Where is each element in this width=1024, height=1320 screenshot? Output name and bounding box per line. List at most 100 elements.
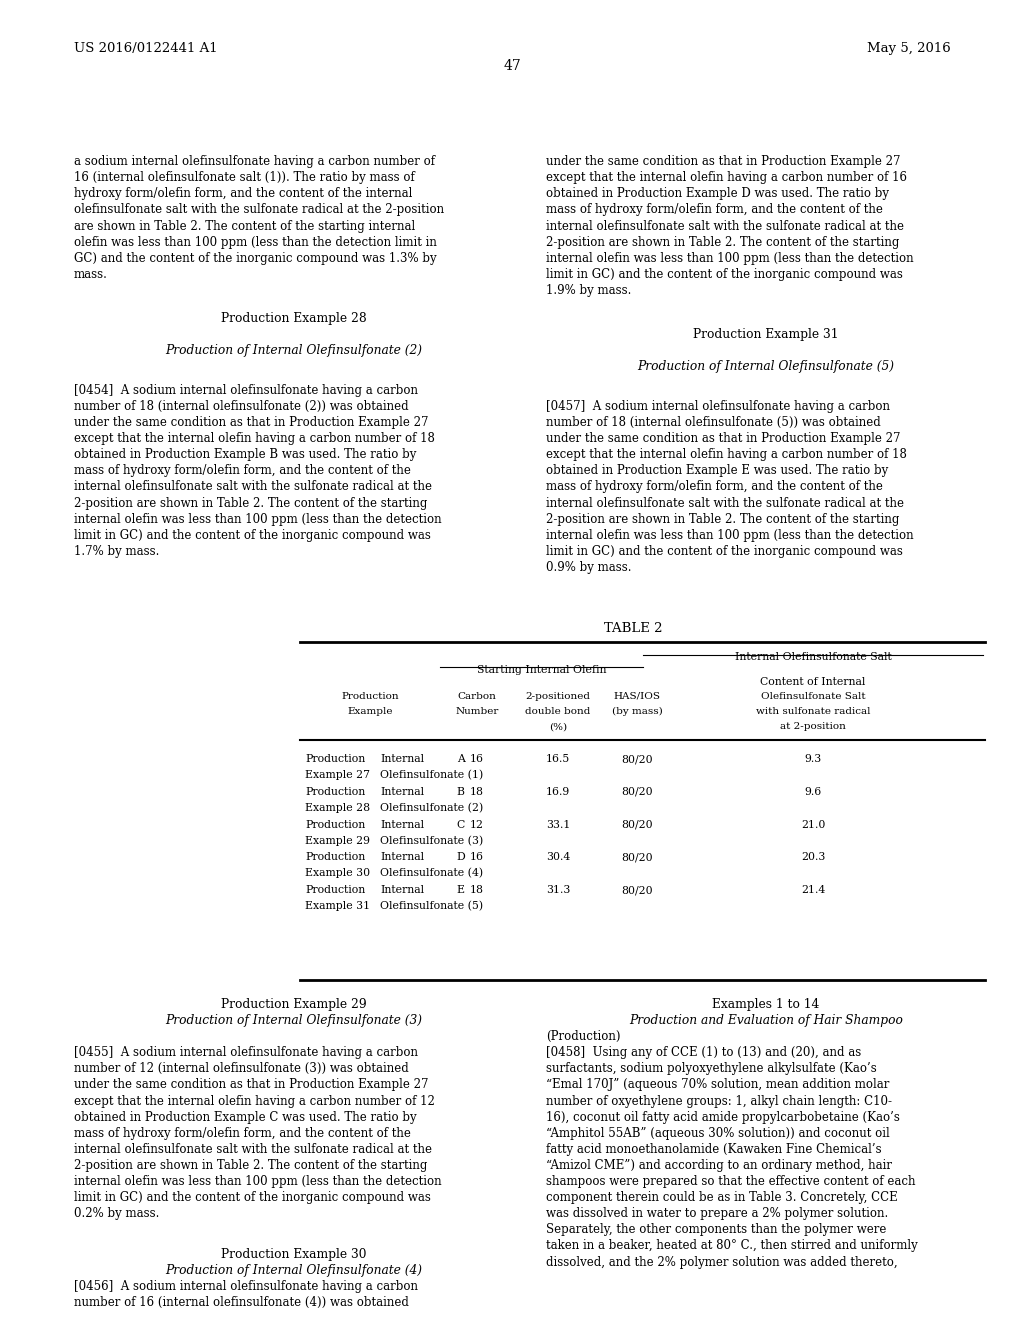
Text: taken in a beaker, heated at 80° C., then stirred and uniformly: taken in a beaker, heated at 80° C., the…: [546, 1239, 918, 1253]
Text: HAS/IOS: HAS/IOS: [613, 692, 660, 701]
Text: shampoos were prepared so that the effective content of each: shampoos were prepared so that the effec…: [546, 1175, 915, 1188]
Text: except that the internal olefin having a carbon number of 12: except that the internal olefin having a…: [74, 1094, 434, 1107]
Text: A: A: [457, 755, 465, 764]
Text: number of 18 (internal olefinsulfonate (5)) was obtained: number of 18 (internal olefinsulfonate (…: [546, 416, 881, 429]
Text: dissolved, and the 2% polymer solution was added thereto,: dissolved, and the 2% polymer solution w…: [546, 1255, 897, 1269]
Text: Production: Production: [305, 755, 366, 764]
Text: Production of Internal Olefinsulfonate (5): Production of Internal Olefinsulfonate (…: [638, 360, 894, 372]
Text: Production of Internal Olefinsulfonate (2): Production of Internal Olefinsulfonate (…: [166, 343, 422, 356]
Text: limit in GC) and the content of the inorganic compound was: limit in GC) and the content of the inor…: [546, 268, 903, 281]
Text: internal olefin was less than 100 ppm (less than the detection: internal olefin was less than 100 ppm (l…: [74, 512, 441, 525]
Text: number of 16 (internal olefinsulfonate (4)) was obtained: number of 16 (internal olefinsulfonate (…: [74, 1296, 409, 1309]
Text: Example 28: Example 28: [305, 803, 371, 813]
Text: Olefinsulfonate (5): Olefinsulfonate (5): [380, 900, 483, 911]
Text: Starting Internal Olefin: Starting Internal Olefin: [477, 665, 606, 675]
Text: 9.6: 9.6: [805, 787, 821, 797]
Text: 20.3: 20.3: [801, 853, 825, 862]
Text: 18: 18: [470, 884, 484, 895]
Text: at 2-position: at 2-position: [780, 722, 846, 731]
Text: Example: Example: [348, 708, 393, 715]
Text: 0.2% by mass.: 0.2% by mass.: [74, 1208, 159, 1220]
Text: 2-position are shown in Table 2. The content of the starting: 2-position are shown in Table 2. The con…: [74, 1159, 427, 1172]
Text: Production: Production: [305, 884, 366, 895]
Text: [0457]  A sodium internal olefinsulfonate having a carbon: [0457] A sodium internal olefinsulfonate…: [546, 400, 890, 413]
Text: Separately, the other components than the polymer were: Separately, the other components than th…: [546, 1224, 886, 1237]
Text: Internal: Internal: [380, 787, 424, 797]
Text: (Production): (Production): [546, 1030, 621, 1043]
Text: [0458]  Using any of CCE (1) to (13) and (20), and as: [0458] Using any of CCE (1) to (13) and …: [546, 1047, 861, 1059]
Text: number of 12 (internal olefinsulfonate (3)) was obtained: number of 12 (internal olefinsulfonate (…: [74, 1063, 409, 1076]
Text: 80/20: 80/20: [622, 755, 652, 764]
Text: 18: 18: [470, 787, 484, 797]
Text: 16: 16: [470, 755, 484, 764]
Text: 12: 12: [470, 820, 484, 830]
Text: Examples 1 to 14: Examples 1 to 14: [713, 998, 819, 1011]
Text: 80/20: 80/20: [622, 787, 652, 797]
Text: Internal: Internal: [380, 755, 424, 764]
Text: 16), coconut oil fatty acid amide propylcarbobetaine (Kao’s: 16), coconut oil fatty acid amide propyl…: [546, 1110, 900, 1123]
Text: Olefinsulfonate (1): Olefinsulfonate (1): [380, 771, 483, 780]
Text: internal olefinsulfonate salt with the sulfonate radical at the: internal olefinsulfonate salt with the s…: [74, 1143, 432, 1156]
Text: 21.0: 21.0: [801, 820, 825, 830]
Text: with sulfonate radical: with sulfonate radical: [756, 708, 870, 715]
Text: [0454]  A sodium internal olefinsulfonate having a carbon: [0454] A sodium internal olefinsulfonate…: [74, 384, 418, 397]
Text: Production Example 28: Production Example 28: [221, 312, 367, 325]
Text: 1.9% by mass.: 1.9% by mass.: [546, 284, 631, 297]
Text: Carbon: Carbon: [458, 692, 497, 701]
Text: limit in GC) and the content of the inorganic compound was: limit in GC) and the content of the inor…: [74, 1191, 431, 1204]
Text: limit in GC) and the content of the inorganic compound was: limit in GC) and the content of the inor…: [546, 545, 903, 558]
Text: 2-position are shown in Table 2. The content of the starting: 2-position are shown in Table 2. The con…: [74, 496, 427, 510]
Text: May 5, 2016: May 5, 2016: [866, 42, 950, 55]
Text: a sodium internal olefinsulfonate having a carbon number of: a sodium internal olefinsulfonate having…: [74, 156, 435, 168]
Text: [0456]  A sodium internal olefinsulfonate having a carbon: [0456] A sodium internal olefinsulfonate…: [74, 1280, 418, 1292]
Text: except that the internal olefin having a carbon number of 18: except that the internal olefin having a…: [74, 432, 434, 445]
Text: Production of Internal Olefinsulfonate (3): Production of Internal Olefinsulfonate (…: [166, 1014, 422, 1027]
Text: 2-positioned: 2-positioned: [525, 692, 591, 701]
Text: under the same condition as that in Production Example 27: under the same condition as that in Prod…: [546, 432, 900, 445]
Text: internal olefin was less than 100 ppm (less than the detection: internal olefin was less than 100 ppm (l…: [74, 1175, 441, 1188]
Text: number of oxyethylene groups: 1, alkyl chain length: C10-: number of oxyethylene groups: 1, alkyl c…: [546, 1094, 892, 1107]
Text: Olefinsulfonate (4): Olefinsulfonate (4): [380, 869, 483, 878]
Text: Olefinsulfonate Salt: Olefinsulfonate Salt: [761, 692, 865, 701]
Text: number of 18 (internal olefinsulfonate (2)) was obtained: number of 18 (internal olefinsulfonate (…: [74, 400, 409, 413]
Text: fatty acid monoethanolamide (Kawaken Fine Chemical’s: fatty acid monoethanolamide (Kawaken Fin…: [546, 1143, 882, 1156]
Text: Production: Production: [305, 820, 366, 830]
Text: surfactants, sodium polyoxyethylene alkylsulfate (Kao’s: surfactants, sodium polyoxyethylene alky…: [546, 1063, 877, 1076]
Text: Number: Number: [456, 708, 499, 715]
Text: mass of hydroxy form/olefin form, and the content of the: mass of hydroxy form/olefin form, and th…: [546, 203, 883, 216]
Text: 80/20: 80/20: [622, 853, 652, 862]
Text: obtained in Production Example B was used. The ratio by: obtained in Production Example B was use…: [74, 449, 416, 461]
Text: 47: 47: [503, 59, 521, 74]
Text: obtained in Production Example C was used. The ratio by: obtained in Production Example C was use…: [74, 1110, 417, 1123]
Text: 2-position are shown in Table 2. The content of the starting: 2-position are shown in Table 2. The con…: [546, 512, 899, 525]
Text: Internal: Internal: [380, 853, 424, 862]
Text: (%): (%): [549, 722, 567, 731]
Text: Internal: Internal: [380, 820, 424, 830]
Text: Production and Evaluation of Hair Shampoo: Production and Evaluation of Hair Shampo…: [629, 1014, 903, 1027]
Text: (by mass): (by mass): [611, 708, 663, 715]
Text: GC) and the content of the inorganic compound was 1.3% by: GC) and the content of the inorganic com…: [74, 252, 436, 265]
Text: 1.7% by mass.: 1.7% by mass.: [74, 545, 159, 558]
Text: “Amizol CME”) and according to an ordinary method, hair: “Amizol CME”) and according to an ordina…: [546, 1159, 892, 1172]
Text: olefin was less than 100 ppm (less than the detection limit in: olefin was less than 100 ppm (less than …: [74, 235, 436, 248]
Text: olefinsulfonate salt with the sulfonate radical at the 2-position: olefinsulfonate salt with the sulfonate …: [74, 203, 443, 216]
Text: E: E: [457, 884, 465, 895]
Text: Production: Production: [342, 692, 399, 701]
Text: 21.4: 21.4: [801, 884, 825, 895]
Text: Example 27: Example 27: [305, 771, 370, 780]
Text: Internal: Internal: [380, 884, 424, 895]
Text: obtained in Production Example D was used. The ratio by: obtained in Production Example D was use…: [546, 187, 889, 201]
Text: D: D: [457, 853, 465, 862]
Text: 9.3: 9.3: [805, 755, 821, 764]
Text: Production Example 31: Production Example 31: [693, 327, 839, 341]
Text: under the same condition as that in Production Example 27: under the same condition as that in Prod…: [546, 156, 900, 168]
Text: mass of hydroxy form/olefin form, and the content of the: mass of hydroxy form/olefin form, and th…: [74, 1127, 411, 1139]
Text: internal olefin was less than 100 ppm (less than the detection: internal olefin was less than 100 ppm (l…: [546, 252, 913, 265]
Text: 16 (internal olefinsulfonate salt (1)). The ratio by mass of: 16 (internal olefinsulfonate salt (1)). …: [74, 172, 415, 185]
Text: 0.9% by mass.: 0.9% by mass.: [546, 561, 631, 574]
Text: 16.5: 16.5: [546, 755, 570, 764]
Text: TABLE 2: TABLE 2: [603, 623, 663, 635]
Text: internal olefinsulfonate salt with the sulfonate radical at the: internal olefinsulfonate salt with the s…: [74, 480, 432, 494]
Text: Olefinsulfonate (3): Olefinsulfonate (3): [380, 836, 483, 846]
Text: Example 29: Example 29: [305, 836, 370, 846]
